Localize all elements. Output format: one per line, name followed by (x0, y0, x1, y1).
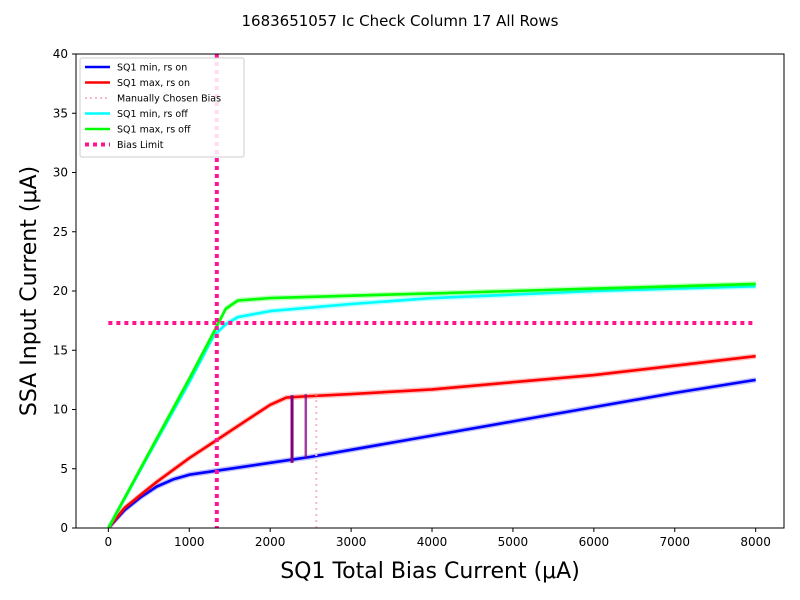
x-tick-label: 0 (105, 535, 113, 549)
y-axis-label: SSA Input Current (μA) (17, 166, 42, 416)
series-line (107, 378, 756, 528)
series-sq1-max-rs-off (107, 281, 756, 528)
y-tick-label: 0 (60, 521, 68, 535)
x-axis: 0 1000 2000 3000 4000 5000 6000 7000 8000 (105, 528, 771, 549)
legend-label: SQ1 max, rs off (117, 125, 191, 136)
legend-box (79, 57, 245, 158)
series-sq1-min-rs-on (107, 377, 756, 528)
x-tick-label: 7000 (659, 535, 690, 549)
y-tick-label: 35 (53, 106, 68, 120)
legend-label: Bias Limit (117, 140, 164, 151)
series-line-shadow (107, 283, 756, 527)
y-tick-label: 20 (53, 284, 68, 298)
y-tick-label: 25 (53, 225, 68, 239)
legend-label: Manually Chosen Bias (117, 94, 221, 105)
x-tick-label: 1000 (174, 535, 205, 549)
x-tick-label: 4000 (417, 535, 448, 549)
series-line (107, 285, 756, 528)
series-line-shadow (107, 281, 756, 527)
series-line-shadow (108, 356, 756, 528)
series-layer (107, 54, 756, 528)
plot-area (75, 53, 785, 529)
legend-label: SQ1 min, rs off (117, 109, 188, 120)
y-tick-label: 5 (60, 462, 68, 476)
legend-label: SQ1 min, rs on (117, 63, 187, 74)
series-line-shadow (107, 353, 756, 528)
legend: SQ1 min, rs on SQ1 max, rs on Manually Cho… (79, 57, 245, 158)
y-tick-label: 40 (53, 47, 68, 61)
series-line-shadow (108, 380, 756, 528)
x-tick-label: 8000 (740, 535, 771, 549)
y-axis: 0 5 10 15 20 25 30 35 40 (53, 47, 76, 535)
x-tick-label: 2000 (255, 535, 286, 549)
series-sq1-max-rs-on (107, 353, 756, 528)
y-tick-label: 30 (53, 166, 68, 180)
y-tick-label: 10 (53, 403, 68, 417)
legend-label: SQ1 max, rs on (117, 78, 190, 89)
x-tick-label: 3000 (336, 535, 367, 549)
x-axis-label: SQ1 Total Bias Current (μA) (280, 559, 580, 584)
series-line (107, 282, 756, 528)
x-tick-label: 5000 (498, 535, 529, 549)
series-line (107, 354, 756, 528)
x-tick-label: 6000 (579, 535, 610, 549)
y-tick-label: 15 (53, 343, 68, 357)
chart-title: 1683651057 Ic Check Column 17 All Rows (242, 12, 559, 30)
series-line-shadow (107, 377, 756, 528)
